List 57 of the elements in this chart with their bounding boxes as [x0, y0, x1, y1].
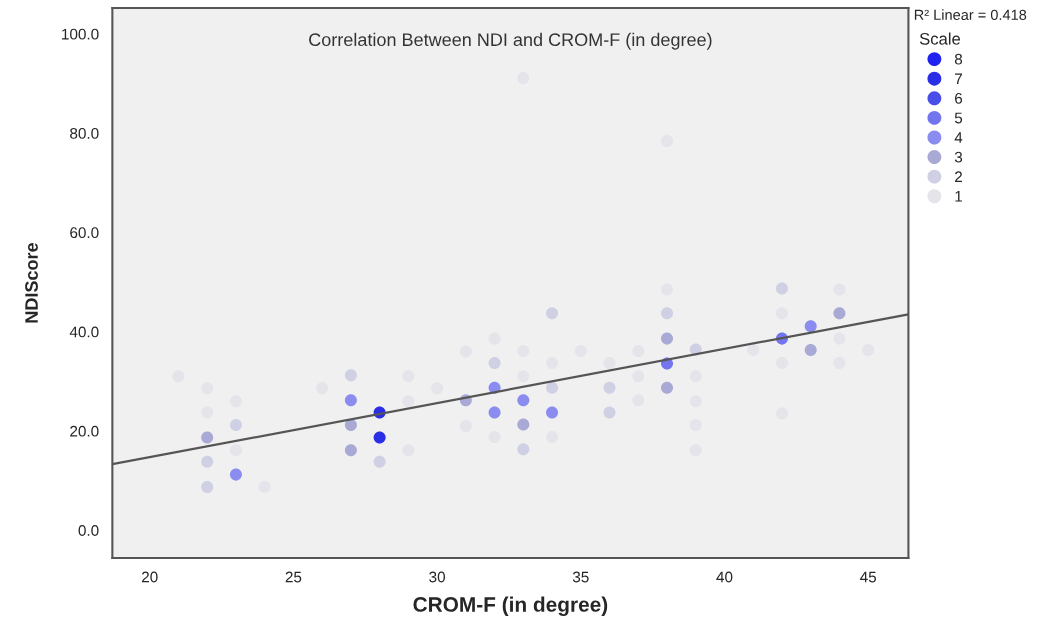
point [229, 418, 242, 431]
point [201, 481, 214, 494]
point [373, 431, 386, 444]
point [661, 307, 674, 320]
x-tick-label: 30 [429, 571, 446, 583]
text: Correlation Between NDI and CROM-F (in degree) [309, 32, 712, 50]
legend-label: 6 [955, 92, 963, 104]
legend-label: 7 [955, 73, 962, 85]
y-tick-label: 80.0 [70, 128, 99, 139]
point [344, 394, 357, 407]
point [517, 370, 530, 383]
point [603, 406, 616, 419]
legend-label: 3 [954, 151, 963, 163]
point [373, 455, 386, 468]
point [603, 356, 616, 369]
point [517, 418, 530, 431]
point [603, 381, 616, 394]
point [488, 406, 501, 419]
y-tick-label: 20.0 [70, 425, 99, 437]
point [546, 406, 559, 419]
x-tick-label: 35 [572, 571, 589, 583]
point [344, 444, 357, 457]
point [229, 444, 242, 457]
legend-label: 2 [955, 171, 962, 182]
x-tick-label: 20 [141, 571, 158, 583]
point [402, 395, 415, 408]
point [344, 369, 357, 382]
y-tick-label: 0.0 [78, 525, 99, 536]
legend-title: Scale [919, 32, 961, 45]
x-tick-label: 40 [716, 571, 733, 583]
y-tick-label: 100.0 [62, 28, 99, 40]
y-axis-title: NDIScore [25, 243, 38, 323]
point [229, 468, 242, 481]
x-tick-label: 45 [860, 571, 877, 583]
point [546, 381, 559, 394]
x-tick-label: 25 [285, 571, 302, 583]
point [747, 344, 760, 357]
point [546, 307, 559, 320]
point [488, 356, 501, 369]
legend-label: 1 [955, 191, 962, 202]
point [201, 431, 214, 444]
point [517, 394, 530, 407]
point [517, 443, 530, 456]
y-tick-label: 60.0 [70, 227, 99, 239]
y-tick-label: 40.0 [69, 326, 99, 338]
legend-label: 4 [954, 132, 963, 143]
point [661, 332, 674, 345]
point [661, 381, 674, 394]
point [804, 320, 817, 333]
point [201, 455, 214, 468]
text: R² Linear = 0.418 [914, 9, 1027, 21]
legend-label: 5 [954, 112, 963, 124]
point [804, 344, 817, 357]
point [833, 307, 846, 320]
point [775, 282, 788, 295]
x-axis-title: CROM-F (in degree) [413, 596, 608, 617]
legend-label: 8 [954, 53, 963, 65]
